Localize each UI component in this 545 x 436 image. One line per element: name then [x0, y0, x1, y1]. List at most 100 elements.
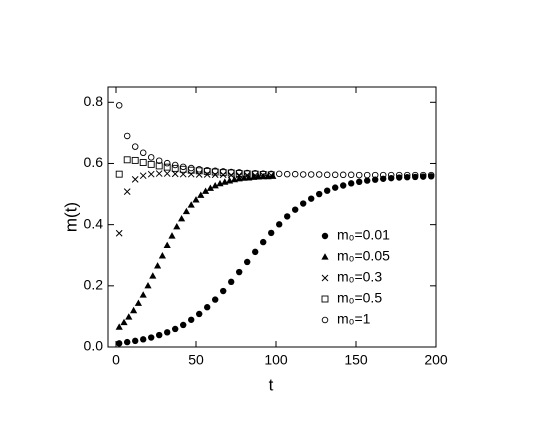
point — [173, 222, 181, 230]
point — [308, 195, 315, 202]
point — [155, 162, 163, 170]
point — [276, 221, 283, 228]
point — [243, 169, 251, 177]
point — [363, 171, 371, 179]
point — [123, 156, 131, 164]
legend-marker — [321, 232, 329, 240]
legend-label: m₀=0.05 — [337, 248, 390, 264]
point — [163, 241, 171, 249]
point — [172, 325, 179, 333]
point — [235, 169, 243, 176]
point — [139, 149, 147, 157]
point — [195, 167, 203, 175]
point — [195, 171, 203, 178]
x-axis-title: t — [269, 375, 274, 394]
point — [202, 187, 210, 194]
point — [182, 207, 190, 215]
point — [195, 166, 203, 173]
point — [211, 167, 219, 175]
point — [292, 206, 299, 213]
point — [139, 291, 147, 298]
point — [316, 190, 323, 198]
point — [268, 229, 275, 237]
point — [307, 171, 315, 178]
point — [324, 187, 331, 194]
point — [387, 171, 395, 179]
point — [140, 336, 147, 343]
point — [251, 170, 259, 177]
point — [197, 191, 205, 198]
point — [179, 163, 187, 171]
point — [144, 282, 152, 289]
point — [212, 296, 219, 303]
point — [134, 299, 142, 306]
point — [147, 170, 155, 178]
point — [192, 196, 200, 203]
point — [131, 143, 139, 150]
point — [332, 184, 339, 191]
point — [180, 321, 187, 329]
point — [419, 171, 427, 179]
point — [130, 306, 138, 314]
point — [220, 287, 227, 295]
point — [371, 171, 379, 179]
point — [158, 252, 166, 259]
point — [155, 157, 163, 164]
y-tick-label: 0.6 — [84, 154, 104, 170]
x-tick-label: 200 — [424, 352, 448, 368]
y-tick-label: 0.8 — [84, 93, 104, 109]
legend-marker — [321, 274, 329, 282]
point — [120, 318, 128, 326]
point — [347, 171, 355, 179]
point — [240, 174, 248, 181]
point — [203, 166, 211, 174]
point — [179, 165, 187, 173]
point — [196, 310, 203, 318]
x-tick-label: 100 — [264, 352, 288, 368]
x-tick-label: 150 — [344, 352, 368, 368]
point — [115, 229, 123, 237]
y-tick-label: 0.0 — [84, 338, 104, 354]
legend-marker — [321, 295, 329, 303]
point — [156, 331, 163, 339]
point — [283, 170, 291, 178]
point — [275, 170, 283, 178]
point — [412, 173, 419, 181]
point — [260, 238, 267, 246]
point — [372, 176, 379, 183]
point — [315, 171, 323, 178]
point — [187, 166, 195, 174]
legend-label: m₀=0.5 — [337, 290, 382, 306]
point — [228, 278, 235, 286]
legend-marker — [321, 253, 329, 260]
point — [125, 313, 133, 320]
point — [404, 174, 411, 181]
point — [411, 171, 419, 179]
point — [252, 248, 259, 256]
point — [331, 171, 339, 179]
point — [299, 171, 307, 178]
point — [178, 215, 186, 222]
legend-label: m₀=0.01 — [337, 227, 390, 243]
point — [154, 262, 162, 269]
point — [211, 182, 219, 189]
legend-marker — [321, 316, 329, 324]
point — [420, 173, 427, 180]
point — [188, 316, 195, 323]
point — [147, 160, 155, 168]
point — [163, 159, 171, 167]
point — [139, 159, 147, 167]
point — [348, 180, 355, 187]
point — [139, 172, 147, 180]
point — [379, 171, 387, 179]
point — [131, 156, 139, 164]
point — [124, 338, 131, 346]
point — [115, 323, 123, 330]
point — [395, 171, 403, 179]
point — [284, 213, 291, 220]
point — [340, 182, 347, 189]
legend-label: m₀=1 — [337, 311, 371, 327]
point — [356, 178, 363, 186]
point — [163, 163, 171, 171]
